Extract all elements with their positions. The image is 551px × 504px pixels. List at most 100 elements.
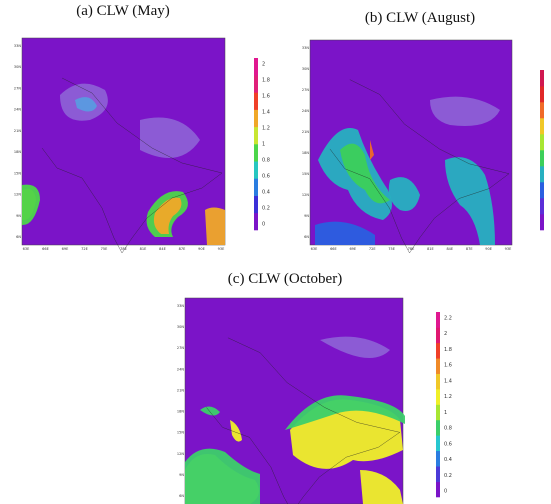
lat-label: 9N bbox=[179, 473, 184, 477]
cloud-region bbox=[388, 177, 420, 211]
panel-title: (a) CLW (May) bbox=[76, 3, 170, 19]
lat-label: 21N bbox=[177, 388, 184, 392]
lat-label: 21N bbox=[14, 129, 21, 133]
lat-label: 9N bbox=[16, 214, 21, 218]
colorbar-tick: 1 bbox=[262, 142, 265, 148]
colorbar-tick: 2.2 bbox=[444, 316, 452, 322]
colorbar-segment bbox=[540, 150, 544, 167]
colorbar-segment bbox=[436, 312, 440, 328]
lon-label: 72E bbox=[81, 247, 88, 251]
lat-label: 33N bbox=[177, 304, 184, 308]
coastline bbox=[329, 79, 510, 254]
lon-label: 75E bbox=[101, 247, 108, 251]
colorbar-segment bbox=[436, 450, 440, 467]
lat-label: 27N bbox=[14, 86, 21, 90]
colorbar-tick: 1.4 bbox=[262, 110, 270, 116]
lat-label: 15N bbox=[302, 172, 309, 176]
colorbar-segment bbox=[254, 75, 258, 93]
colorbar-tick: 1 bbox=[444, 410, 447, 416]
colorbar-tick: 1.6 bbox=[262, 94, 270, 100]
lon-label: 63E bbox=[311, 247, 318, 251]
colorbar-tick: 1.8 bbox=[444, 347, 452, 353]
colorbar-segment bbox=[436, 435, 440, 452]
colorbar-segment bbox=[436, 358, 440, 374]
cloud-region bbox=[185, 448, 260, 504]
panel-title: (c) CLW (October) bbox=[228, 271, 342, 287]
lat-label: 30N bbox=[302, 67, 309, 71]
lon-label: 69E bbox=[62, 247, 69, 251]
lat-label: 6N bbox=[304, 235, 309, 239]
colorbar-segment bbox=[254, 109, 258, 128]
lat-label: 6N bbox=[179, 494, 184, 498]
lat-label: 30N bbox=[14, 65, 21, 69]
lon-label: 75E bbox=[388, 247, 395, 251]
colorbar-segment bbox=[540, 134, 544, 151]
lat-label: 12N bbox=[177, 452, 184, 456]
colorbar-segment bbox=[436, 342, 440, 359]
colorbar-tick: 1.2 bbox=[444, 394, 452, 400]
colorbar-tick: 1.6 bbox=[444, 363, 452, 369]
lat-label: 15N bbox=[177, 431, 184, 435]
colorbar-segment bbox=[436, 373, 440, 390]
cloud-region bbox=[360, 470, 403, 504]
colorbar-segment bbox=[436, 466, 440, 482]
lon-label: 78E bbox=[408, 247, 415, 251]
colorbar-tick: 2 bbox=[444, 331, 447, 337]
colorbar-tick: 0.2 bbox=[262, 206, 270, 212]
colorbar-segment bbox=[540, 214, 544, 231]
cloud-region bbox=[340, 143, 390, 204]
lat-label: 24N bbox=[177, 367, 184, 371]
cloud-region bbox=[22, 184, 40, 226]
lon-label: 66E bbox=[42, 247, 49, 251]
cloud-region bbox=[430, 96, 500, 126]
colorbar-tick: 0.8 bbox=[444, 426, 452, 432]
colorbar-tick: 2 bbox=[262, 62, 265, 68]
lat-label: 30N bbox=[177, 325, 184, 329]
colorbar-segment bbox=[540, 166, 544, 183]
lon-label: 84E bbox=[159, 247, 166, 251]
colorbar-tick: 0.4 bbox=[444, 457, 452, 463]
colorbar-tick: 0.8 bbox=[262, 158, 270, 164]
lat-label: 12N bbox=[302, 193, 309, 197]
lat-label: 24N bbox=[302, 109, 309, 113]
lon-label: 93E bbox=[218, 247, 225, 251]
colorbar-segment bbox=[254, 92, 258, 110]
colorbar-tick: 1.8 bbox=[262, 78, 270, 84]
colorbar-segment bbox=[540, 198, 544, 215]
lat-label: 27N bbox=[302, 88, 309, 92]
cloud-region bbox=[205, 207, 225, 245]
lon-label: 87E bbox=[466, 247, 473, 251]
colorbar-segment bbox=[254, 161, 258, 179]
colorbar-segment bbox=[254, 144, 258, 162]
lat-label: 24N bbox=[14, 108, 21, 112]
lon-label: 78E bbox=[120, 247, 127, 251]
colorbar-segment bbox=[254, 126, 258, 145]
lat-label: 9N bbox=[304, 214, 309, 218]
lat-label: 27N bbox=[177, 346, 184, 350]
lon-label: 69E bbox=[349, 247, 356, 251]
lon-label: 90E bbox=[485, 247, 492, 251]
colorbar-segment bbox=[254, 212, 258, 231]
lon-label: 90E bbox=[198, 247, 205, 251]
cloud-region bbox=[315, 221, 375, 245]
lat-label: 18N bbox=[14, 150, 21, 154]
cloud-region bbox=[320, 336, 390, 358]
colorbar-segment bbox=[540, 118, 544, 135]
lat-label: 12N bbox=[14, 193, 21, 197]
lat-label: 21N bbox=[302, 130, 309, 134]
lat-label: 33N bbox=[14, 44, 21, 48]
colorbar-segment bbox=[436, 389, 440, 405]
cloud-region bbox=[230, 420, 242, 442]
lat-label: 15N bbox=[14, 171, 21, 175]
lon-label: 81E bbox=[427, 247, 434, 251]
cloud-region bbox=[445, 157, 495, 245]
lon-label: 84E bbox=[446, 247, 453, 251]
lon-label: 66E bbox=[330, 247, 337, 251]
colorbar-tick: 0.4 bbox=[262, 190, 270, 196]
lon-label: 93E bbox=[505, 247, 512, 251]
coastline bbox=[206, 337, 401, 504]
colorbar-tick: 0.2 bbox=[444, 473, 452, 479]
colorbar-tick: 0.6 bbox=[262, 174, 270, 180]
cloud-region bbox=[370, 140, 374, 160]
colorbar-segment bbox=[436, 327, 440, 344]
